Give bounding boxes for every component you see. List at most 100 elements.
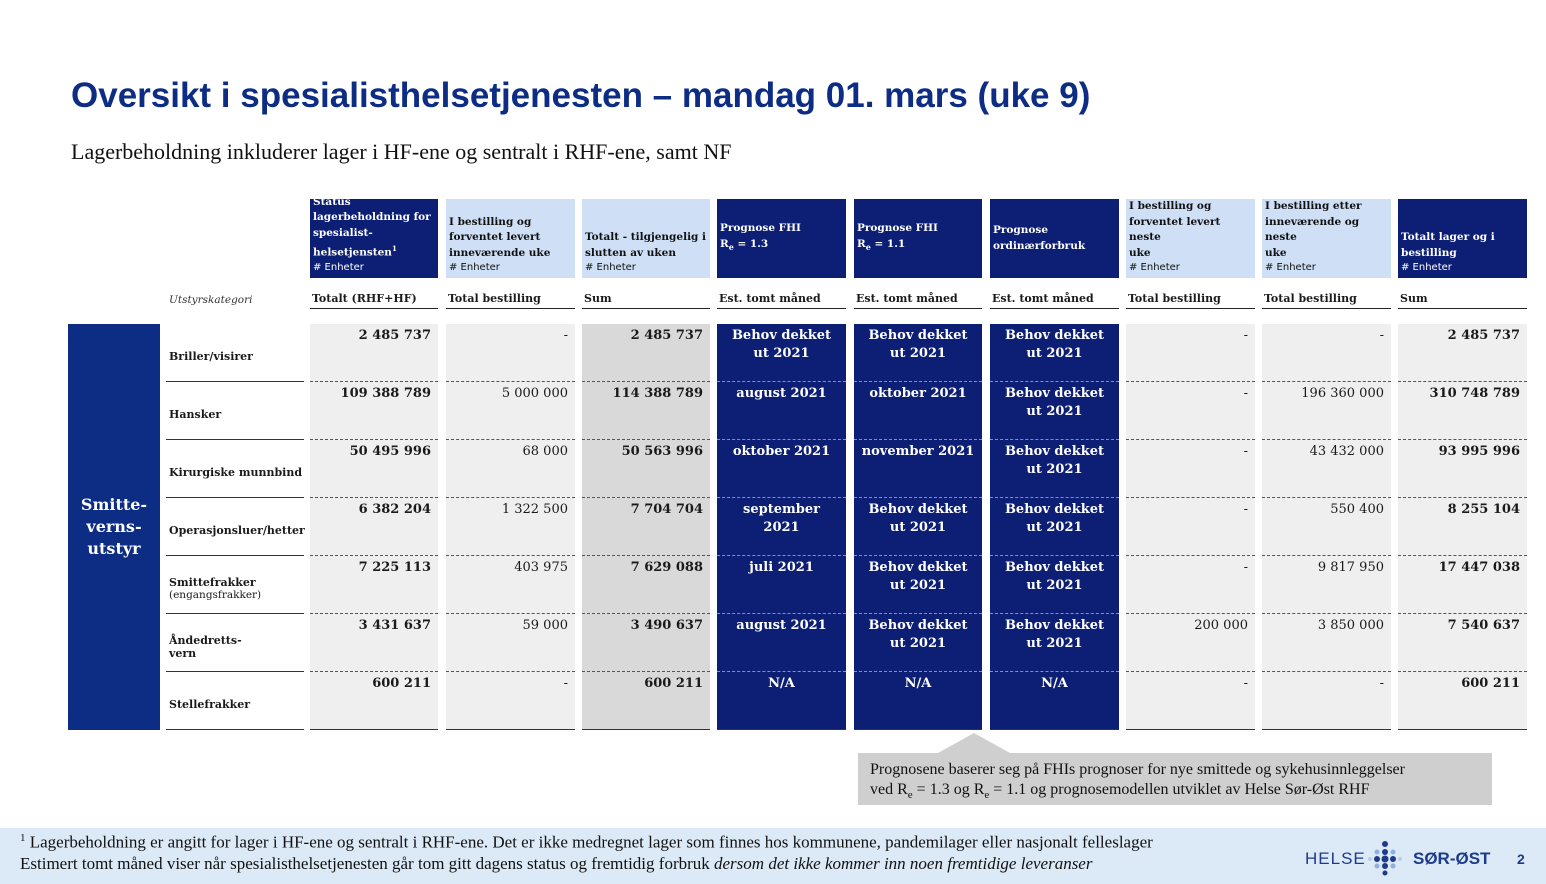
column-header-unit: # Enheter [1401,262,1452,273]
column-subheader: Est. tomt måned [854,292,982,309]
footnote-1: 1 Lagerbeholdning er angitt for lager i … [20,832,1153,853]
column-subheader: Total bestilling [446,292,575,309]
category-name: Åndedretts- [169,633,242,647]
category-label: Operasjonsluer/hetter [166,498,305,556]
re-subscript: e [728,242,734,253]
table-cell: - [1262,324,1391,382]
sidebar-line: utstyr [87,539,141,558]
table-cell: 68 000 [446,440,575,498]
re-subscript: e [865,242,871,253]
table-cell: N/A [854,672,982,730]
logo-dots-icon [1368,841,1402,876]
column-subheader: Sum [582,292,710,309]
footnote-text: Lagerbeholdning er angitt for lager i HF… [25,832,1153,852]
table-cell: 3 850 000 [1262,614,1391,672]
footnote-text: Estimert tomt måned viser når spesialist… [20,854,715,873]
category-name: Operasjonsluer/hetter [169,524,305,537]
column-subheader: Est. tomt måned [990,292,1119,309]
table-cell: 600 211 [310,672,438,730]
table-cell: - [446,672,575,730]
column-header-line: Status [313,199,351,208]
table-cell: Behov dekket ut 2021 [854,324,982,382]
table-cell: oktober 2021 [854,382,982,440]
category-label: Briller/visirer [166,324,304,382]
table-cell: N/A [990,672,1119,730]
table-cell: N/A [717,672,846,730]
category-name: Smittefrakker [169,576,256,589]
column-subheader: Totalt (RHF+HF) [310,292,438,309]
column-header-line: helsetjensten [313,246,392,259]
callout-line: Prognosene baserer seg på FHIs prognoser… [870,761,1405,778]
table-cell: Behov dekket ut 2021 [854,614,982,672]
table-cell: - [1126,672,1255,730]
column-header-unit: # Enheter [585,262,636,273]
category-label: Kirurgiske munnbind [166,440,304,498]
column-header-line: Prognose FHI [720,222,801,235]
table-cell: 5 000 000 [446,382,575,440]
table-cell: 2 485 737 [310,324,438,382]
table-cell: august 2021 [717,382,846,440]
table-cell: Behov dekket ut 2021 [717,324,846,382]
footnote-2: Estimert tomt måned viser når spesialist… [20,854,1092,874]
column-header-total-available: Totalt - tilgjengelig i slutten av uken … [582,199,710,278]
table-cell: september 2021 [717,498,846,556]
re-subscript: e [984,789,990,802]
table-cell: - [1126,440,1255,498]
table-cell: Behov dekket ut 2021 [854,556,982,614]
footer-band [0,828,1546,884]
table-cell: 310 748 789 [1398,382,1527,440]
column-header-total-stock-and-order: Totalt lager og i bestilling # Enheter [1398,199,1527,278]
table-cell: 109 388 789 [310,382,438,440]
page-title: Oversikt i spesialisthelsetjenesten – ma… [71,76,1091,115]
category-name: Hansker [169,408,222,421]
table-cell: 9 817 950 [1262,556,1391,614]
sidebar-line: Smitte- [80,495,148,514]
table-cell: Behov dekket ut 2021 [990,382,1119,440]
table-cell: 550 400 [1262,498,1391,556]
table-cell: - [1126,324,1255,382]
column-subheader: Total bestilling [1126,292,1255,309]
table-cell: 6 382 204 [310,498,438,556]
column-header-line: Prognose FHI [857,222,938,235]
column-header-line: I bestilling og [1129,200,1212,212]
callout-text: = 1.1 og prognosemodellen utviklet av He… [989,781,1370,798]
column-header-order-after-next-week: I bestilling etter inneværende og neste … [1262,199,1391,278]
table-cell: 2 485 737 [1398,324,1527,382]
table-cell: Behov dekket ut 2021 [990,556,1119,614]
table-cell: august 2021 [717,614,846,672]
table-cell: 7 540 637 [1398,614,1527,672]
table-cell: 600 211 [1398,672,1527,730]
table-cell: 7 629 088 [582,556,710,614]
category-label: Hansker [166,382,304,440]
table-cell: 50 563 996 [582,440,710,498]
callout-text: = 1.3 og R [912,781,985,798]
page-number: 2 [1517,851,1525,867]
prognosis-note: Prognosene baserer seg på FHIs prognoser… [858,753,1492,805]
column-subheader: Total bestilling [1262,292,1391,309]
table-cell: - [1126,498,1255,556]
column-header-line: inneværende og neste [1265,215,1360,244]
table-cell: 8 255 104 [1398,498,1527,556]
logo-text-left: HELSE [1305,849,1366,868]
table-cell: 3 431 637 [310,614,438,672]
column-header-status: Status lagerbeholdning for spesialist- h… [310,199,438,278]
table-cell: juli 2021 [717,556,846,614]
category-group-label: Smitte- verns- utstyr [68,324,160,730]
re-value: = 1.3 [733,237,769,250]
column-header-line: uke [1129,246,1151,259]
column-header-line: Prognose [993,224,1049,236]
table-cell: 93 995 996 [1398,440,1527,498]
category-name: Stellefrakker [169,698,251,711]
column-header-line: slutten av uken [585,246,676,259]
page-subtitle: Lagerbeholdning inkluderer lager i HF-en… [71,139,732,164]
table-cell: 7 704 704 [582,498,710,556]
column-header-line: uke [1265,246,1287,259]
column-header-prognose-ordinary: Prognose ordinærforbruk [990,199,1119,278]
table-cell: 200 000 [1126,614,1255,672]
column-header-unit: # Enheter [1265,262,1316,273]
category-name-line2: (engangsfrakker) [169,589,262,601]
footnote-marker: 1 [391,244,397,253]
table-cell: 43 432 000 [1262,440,1391,498]
footnote-marker: 1 [20,832,26,844]
column-header-line: Totalt lager og i [1401,231,1495,243]
